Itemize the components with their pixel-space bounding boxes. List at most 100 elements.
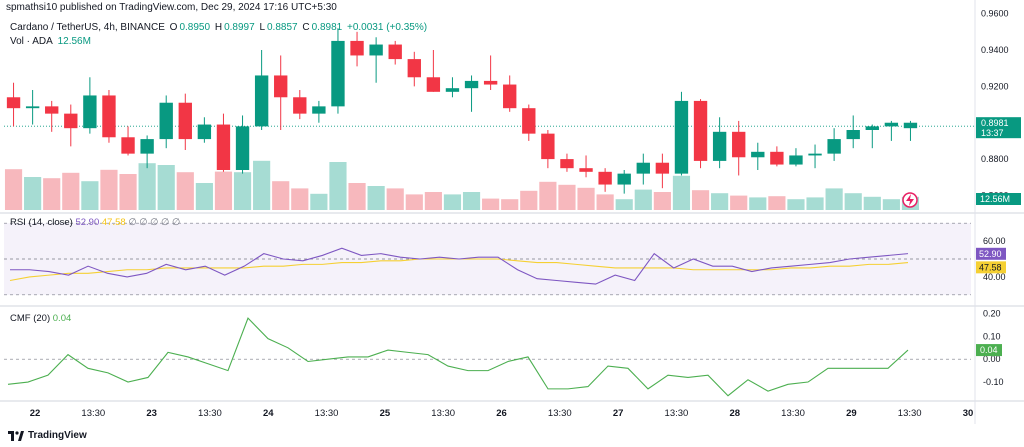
candle-body (693, 100, 708, 161)
candle-body (789, 155, 803, 165)
volume-bar (462, 192, 481, 210)
open-value: 0.8950 (179, 22, 211, 33)
candle-body (369, 44, 383, 56)
candle-body (655, 162, 670, 174)
volume-bar (386, 188, 404, 210)
volume-bar (272, 181, 290, 210)
candle-body (712, 131, 727, 161)
time-tick-label: 13:30 (315, 408, 339, 419)
time-tick-label: 22 (30, 408, 41, 419)
low-value: 0.8857 (267, 22, 298, 33)
price-tick-label: 0.8800 (981, 154, 1009, 164)
candle-body (407, 59, 421, 78)
rsi-ma-value: 47.58 (101, 217, 126, 228)
last-price-tag (976, 117, 1021, 139)
volume-bar (787, 199, 805, 210)
time-tick-label: 24 (263, 408, 274, 419)
volume-bar (424, 192, 442, 210)
price-tick-label: 0.9400 (981, 45, 1009, 55)
candle-body (216, 124, 231, 170)
open-label: O (169, 22, 178, 33)
candle-body (45, 106, 59, 114)
price-tick-label: 0.9200 (981, 81, 1009, 91)
time-tick-label: 13:30 (81, 408, 105, 419)
candle-body (846, 130, 860, 140)
volume-bar (653, 192, 671, 210)
close-value: 0.8981 (311, 22, 343, 33)
volume-bar (730, 195, 748, 210)
cmf-tick-label: -0.10 (983, 377, 1004, 387)
volume-bar (405, 194, 423, 210)
volume-bar (4, 169, 23, 210)
time-tick-label: 13:30 (665, 408, 689, 419)
volume-bar (882, 199, 900, 210)
volume-bar (367, 186, 385, 210)
time-tick-label: 27 (613, 408, 624, 419)
volume-bar (81, 181, 99, 210)
cmf-tick-label: 0.10 (983, 331, 1001, 341)
volume-bar (501, 199, 519, 210)
candle-body (140, 139, 154, 154)
volume-bar (253, 160, 271, 210)
volume-bar (539, 181, 557, 210)
symbol-header: Cardano / TetherUS, 4h, BINANCE O 0.8950 … (10, 22, 429, 33)
candle-body (732, 131, 746, 158)
candle-body (579, 168, 593, 172)
volume-bar (691, 190, 710, 210)
volume-bar (577, 187, 595, 210)
candle-body (903, 122, 918, 129)
time-tick-label: 28 (729, 408, 740, 419)
candle-body (83, 95, 97, 129)
rsi-line (10, 247, 909, 285)
candle-body (274, 75, 288, 98)
volume-bar (291, 188, 309, 210)
cmf-value-tag (976, 344, 1002, 357)
candle-body (865, 126, 879, 130)
volume-bar (558, 184, 576, 210)
candle-body (827, 139, 841, 154)
rsi-label[interactable]: RSI (14, close) (10, 217, 73, 228)
change-value: +0.0031 (+0.35%) (346, 22, 428, 33)
symbol-title[interactable]: Cardano / TetherUS, 4h, BINANCE (10, 22, 165, 33)
lightning-icon (906, 194, 914, 206)
cmf-tick-label: 0.20 (983, 309, 1001, 319)
rsi-ma-value-tag-label: 47.58 (979, 262, 1002, 272)
candle-body (751, 151, 765, 158)
volume-bar (482, 198, 500, 210)
time-tick-label: 30 (963, 408, 974, 419)
time-tick-label: 13:30 (431, 408, 455, 419)
candle-body (64, 113, 78, 129)
countdown-label: 13:37 (981, 128, 1004, 138)
volume-tag (976, 193, 1021, 205)
footer-brand[interactable]: TradingView (8, 430, 87, 441)
volume-bar (119, 174, 137, 210)
volume-value: 12.56M (57, 36, 91, 47)
candle-body (770, 151, 784, 165)
volume-bar (825, 188, 843, 210)
time-tick-label: 23 (146, 408, 157, 419)
volume-label[interactable]: Vol · ADA (10, 36, 53, 47)
rsi-value-tag-label: 52.90 (979, 249, 1002, 259)
volume-bar (157, 165, 175, 210)
candle-body (254, 75, 269, 127)
candle-body (541, 133, 555, 160)
rsi-ma-value-tag (976, 261, 1006, 274)
close-label: C (302, 22, 310, 33)
tradingview-logo-icon (8, 430, 24, 441)
volume-bar (768, 196, 786, 210)
cmf-line (7, 317, 909, 397)
volume-bar (214, 171, 233, 210)
cmf-label[interactable]: CMF (20) (10, 313, 51, 324)
candle-body (331, 40, 345, 107)
rsi-tick-label: 40.00 (983, 272, 1006, 282)
volume-bar (348, 183, 366, 210)
time-tick-label: 13:30 (198, 408, 222, 419)
candle-body (560, 159, 574, 169)
footer-brand-label: TradingView (28, 430, 87, 441)
rsi-value-tag (976, 247, 1006, 260)
candle-body (884, 122, 899, 127)
rsi-empty-values: ∅ ∅ ∅ ∅ ∅ (128, 217, 181, 228)
price-tick-label: 0.9600 (981, 9, 1009, 19)
volume-bar (233, 172, 252, 210)
